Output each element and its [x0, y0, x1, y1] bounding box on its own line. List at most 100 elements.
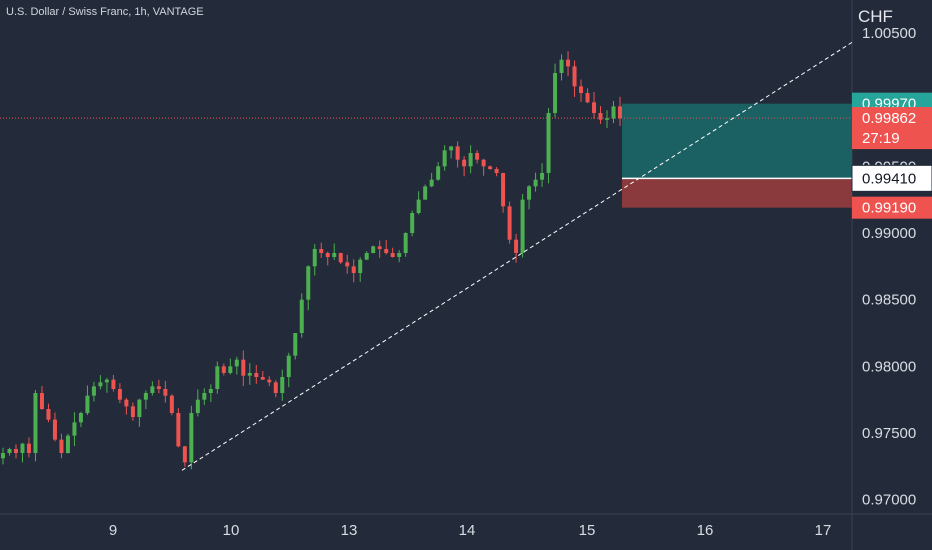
candle-body: [182, 446, 187, 463]
entry-badge[interactable]: 0.99410: [851, 164, 932, 192]
current-price-badge: 0.99862 27:19: [852, 107, 932, 150]
candle-body: [475, 153, 480, 160]
candle-body: [176, 413, 181, 447]
candle-body: [423, 186, 428, 200]
x-tick-label: 15: [579, 522, 596, 539]
candle-body: [533, 179, 538, 187]
candle-body: [546, 113, 551, 174]
candle-body: [371, 246, 376, 254]
candle-body: [345, 262, 350, 267]
candle-body: [65, 435, 70, 453]
candle-body: [462, 159, 467, 167]
candle-body: [585, 93, 590, 103]
candle-body: [91, 386, 96, 396]
candle-body: [416, 199, 421, 214]
candle-body: [559, 59, 564, 74]
candle-body: [605, 118, 610, 120]
candle-body: [377, 246, 382, 250]
candle-body: [72, 422, 77, 436]
candle-body: [156, 386, 161, 390]
candle-body: [481, 159, 486, 167]
candle-body: [397, 253, 402, 258]
candle-body: [299, 299, 304, 334]
candle-body: [195, 399, 200, 414]
x-tick-label: 10: [223, 522, 240, 539]
candle-body: [33, 393, 38, 453]
candle-body: [52, 419, 57, 440]
candle-body: [514, 239, 519, 254]
candle-body: [306, 266, 311, 300]
x-tick-label: 17: [815, 522, 832, 539]
x-tick-label: 14: [459, 522, 476, 539]
candle-body: [130, 406, 135, 418]
candle-body: [273, 382, 278, 394]
candle-body: [228, 366, 233, 374]
entry-price: 0.99410: [862, 170, 916, 187]
candle-body: [332, 253, 337, 258]
candle-body: [78, 413, 83, 423]
candle-body: [410, 213, 415, 234]
candle-body: [501, 173, 506, 207]
stop-loss-badge-bg: [852, 196, 932, 219]
x-axis-ticks: 9 10 13 14 15 16 17: [109, 522, 832, 539]
entry-badge-bg: [851, 164, 932, 192]
candle-body: [429, 179, 434, 187]
candle-body: [286, 355, 291, 378]
candle-body: [436, 166, 441, 180]
y-axis-ticks: 1.005000.995000.990000.985000.980000.975…: [862, 25, 916, 509]
stop-loss-badge[interactable]: 0.99190: [852, 196, 932, 219]
candle-body: [520, 199, 525, 254]
candle-body: [351, 266, 356, 274]
x-tick-label: 13: [341, 522, 358, 539]
candle-body: [540, 173, 545, 180]
candle-body: [618, 106, 622, 119]
y-tick-label: 0.97500: [862, 425, 916, 442]
trendline[interactable]: [181, 41, 853, 471]
candle-body: [241, 359, 246, 376]
candle-body: [189, 413, 194, 463]
candle-body: [13, 448, 18, 453]
candle-body: [39, 393, 44, 410]
candle-body: [117, 389, 122, 400]
candle-body: [234, 359, 239, 367]
y-tick-label: 0.98500: [862, 292, 916, 309]
candle-body: [98, 382, 103, 387]
candle-body: [579, 86, 584, 94]
candle-body: [26, 443, 31, 453]
candle-body: [403, 233, 408, 254]
candle-body: [527, 186, 532, 200]
chart-title: U.S. Dollar / Swiss Franc, 1h, VANTAGE: [6, 6, 204, 18]
candle-body: [312, 249, 317, 267]
candle-body: [280, 377, 285, 394]
currency-label: CHF: [858, 7, 893, 26]
loss-zone[interactable]: [622, 178, 852, 208]
candle-body: [507, 206, 512, 240]
candle-body: [572, 66, 577, 87]
candle-body: [247, 373, 252, 376]
candle-body: [202, 393, 207, 400]
candle-body: [143, 393, 148, 400]
candle-body: [449, 146, 454, 151]
stop-loss-price: 0.99190: [862, 200, 916, 217]
candle-body: [85, 395, 90, 414]
candle-body: [46, 409, 51, 420]
candle-body: [1, 452, 5, 459]
x-tick-label: 9: [109, 522, 117, 539]
candle-body: [104, 379, 109, 383]
candle-body: [254, 373, 259, 378]
y-tick-label: 0.99000: [862, 225, 916, 242]
candle-body: [267, 379, 272, 383]
candle-body: [319, 249, 324, 254]
candle-body: [384, 249, 389, 254]
candle-body: [455, 146, 460, 160]
candle-body: [221, 366, 226, 374]
candle-body: [124, 399, 129, 407]
candle-body: [208, 389, 213, 394]
candle-body: [169, 395, 174, 414]
y-tick-label: 1.00500: [862, 25, 916, 42]
bar-countdown: 27:19: [862, 130, 900, 147]
candle-body: [59, 439, 64, 453]
candle-body: [566, 59, 571, 67]
candle-body: [358, 259, 363, 274]
